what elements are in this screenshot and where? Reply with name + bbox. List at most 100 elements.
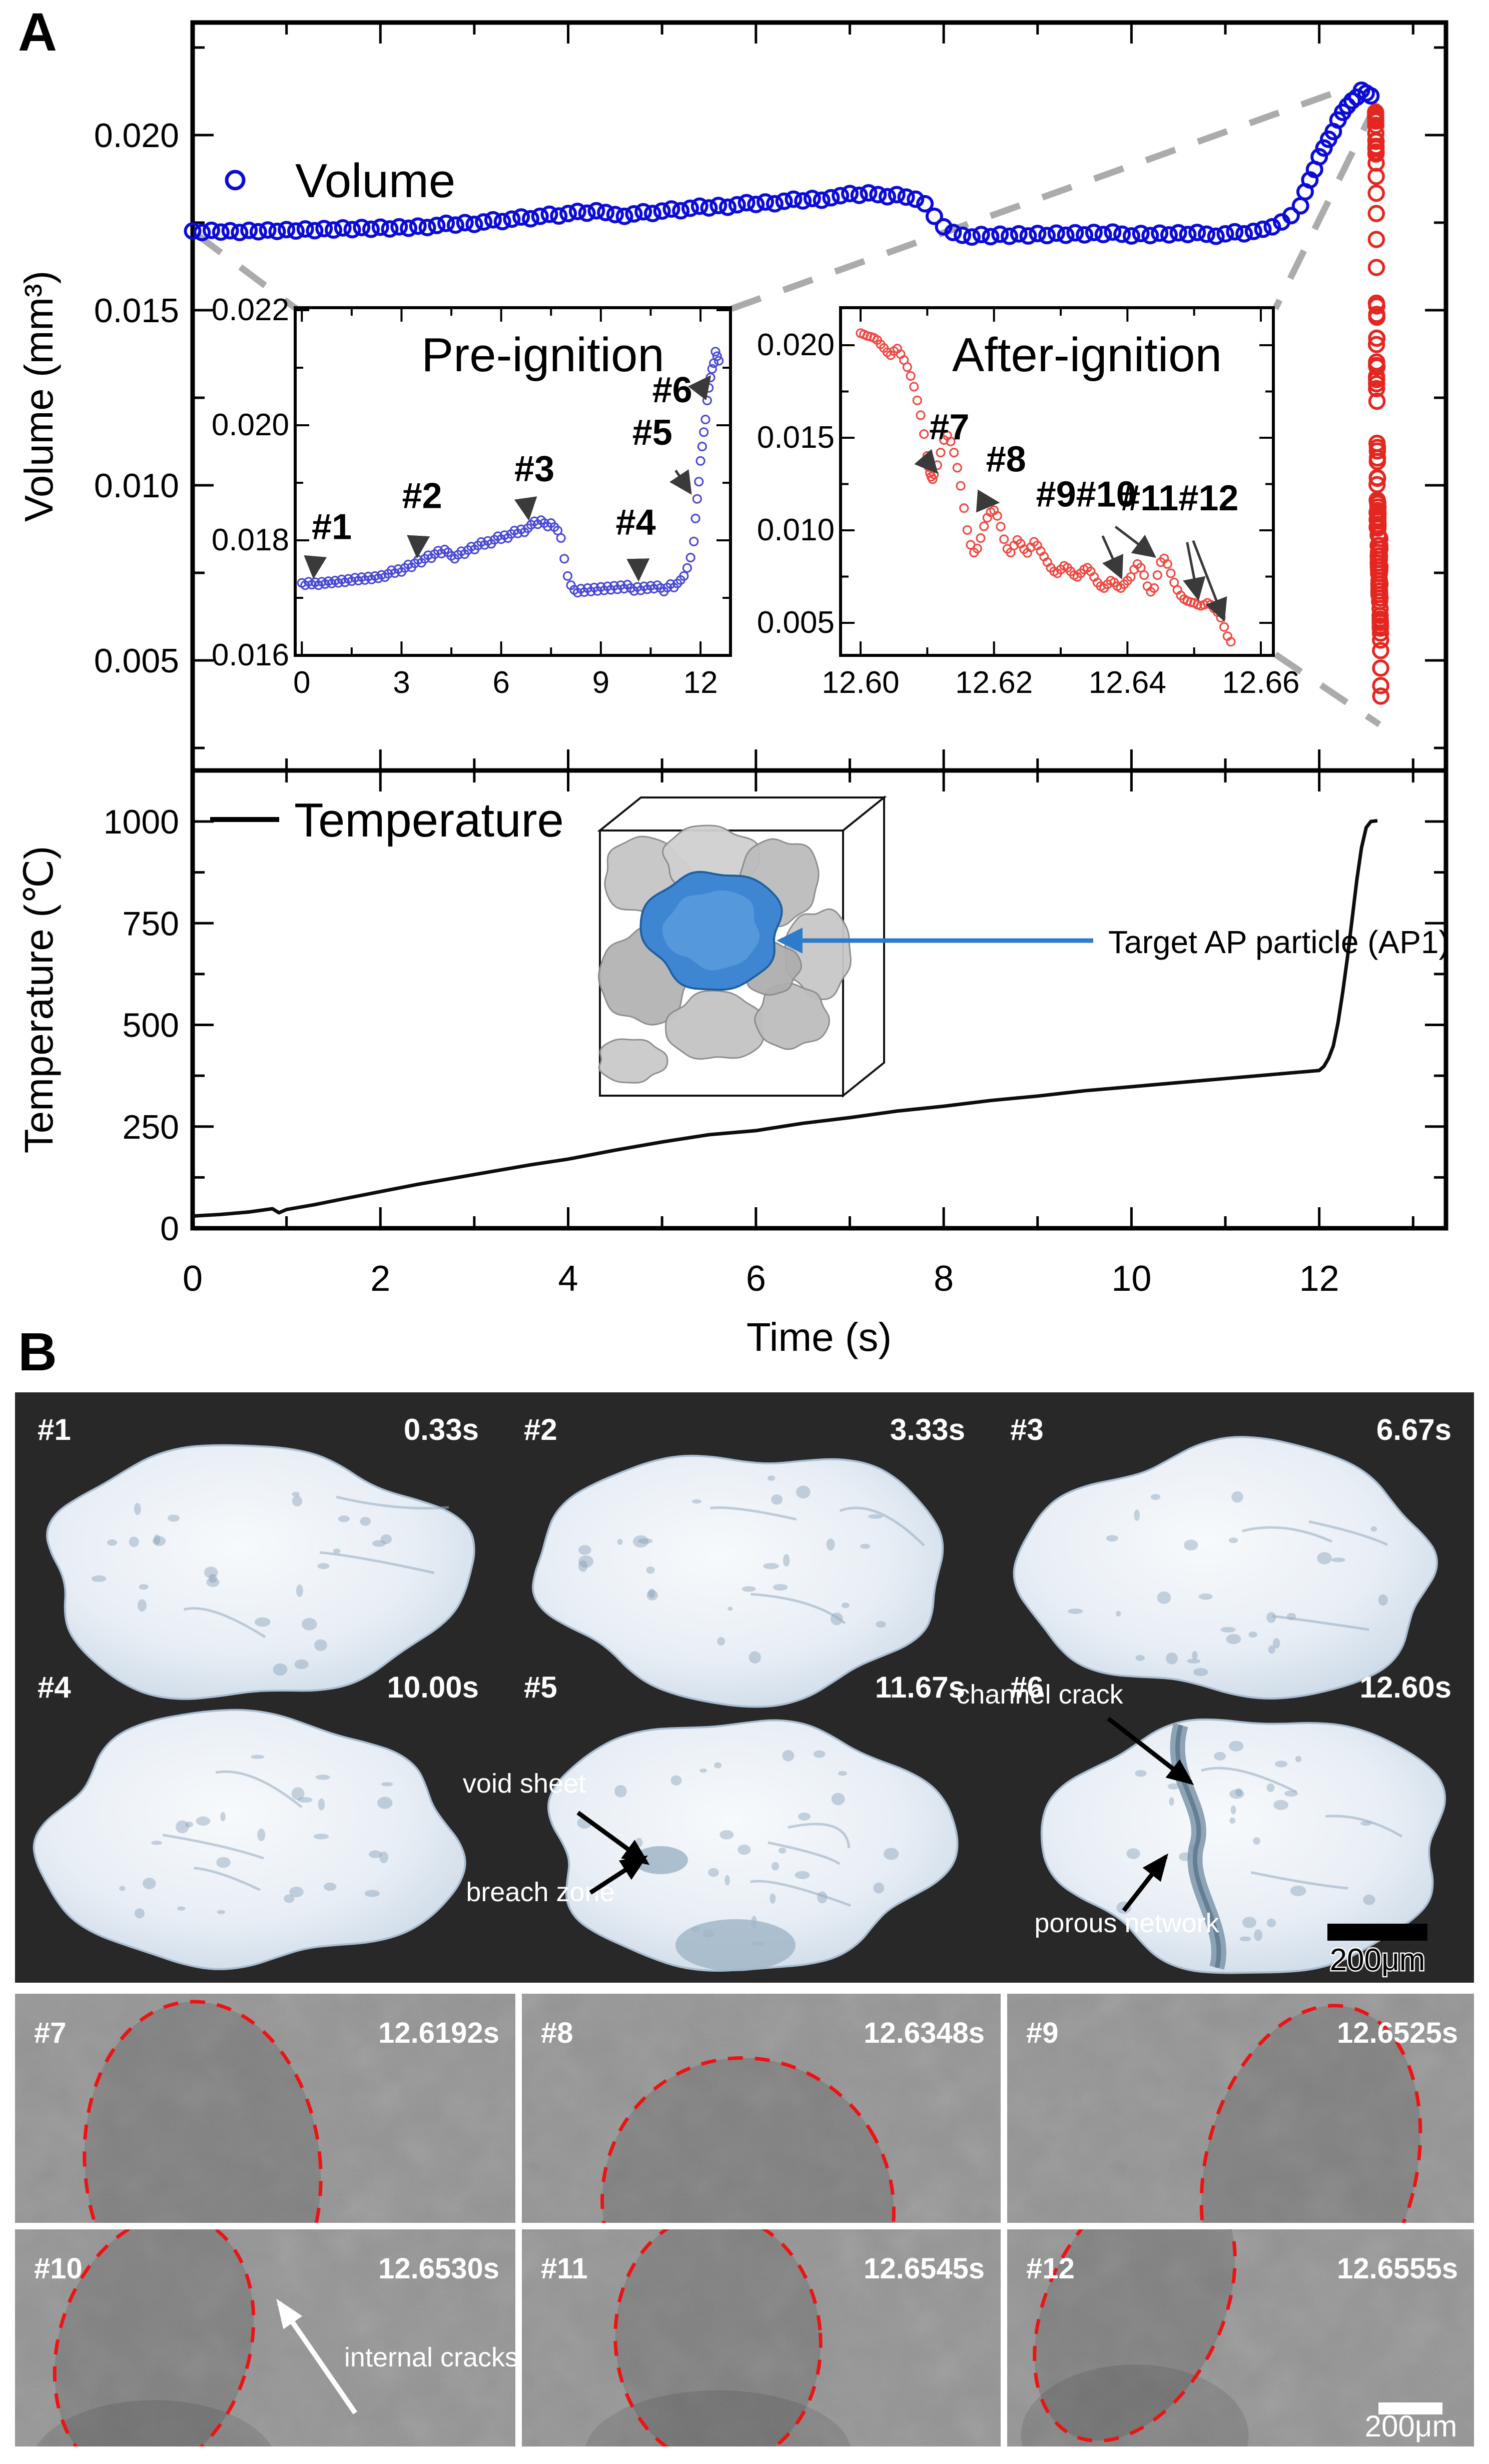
- pre-ignition-inset-point: [697, 441, 707, 452]
- pore-speckle: [1268, 1645, 1275, 1654]
- volume-point: [259, 221, 277, 239]
- after-ignition-inset-xtick-label: 12.66: [1222, 665, 1299, 700]
- volume-point: [512, 208, 530, 226]
- pore-speckle: [779, 1848, 787, 1854]
- volume-point: [240, 221, 258, 239]
- surface-crease: [839, 1506, 925, 1547]
- after-ignition-inset: 12.60 12.62 12.64 12.66 0.005 0.010 0.015 0.020…: [757, 306, 1300, 700]
- volume-point: [1047, 224, 1065, 242]
- pore-speckle: [196, 1816, 211, 1826]
- pore-speckle: [1378, 1594, 1388, 1606]
- pore-speckle: [251, 1755, 265, 1759]
- after-ignition-inset-point: [919, 429, 929, 439]
- volume-point: [982, 228, 1000, 246]
- volume-point: [879, 188, 896, 206]
- volume-ytick-label: 0.005: [94, 642, 179, 680]
- pore-speckle: [1235, 1788, 1243, 1797]
- volume-point: [278, 221, 296, 239]
- volume-point: [925, 207, 943, 225]
- volume-point: [709, 197, 727, 215]
- volume-point: [954, 226, 972, 244]
- volume-point: [306, 222, 324, 240]
- pore-speckle: [1266, 1783, 1275, 1792]
- post-volume-point: [1372, 642, 1389, 659]
- pore-speckle: [578, 1555, 594, 1568]
- volume-point: [719, 198, 736, 216]
- pore-speckle: [1254, 1929, 1263, 1941]
- tomo-grain: [1007, 1994, 1474, 2223]
- temp-ytick-label: 1000: [104, 803, 179, 841]
- volume-point: [662, 200, 680, 218]
- pore-speckle: [724, 1875, 730, 1886]
- volume-point: [615, 207, 633, 225]
- pore-speckle: [1290, 1885, 1306, 1897]
- pre-ignition-inset-point: [707, 364, 717, 374]
- pore-speckle: [1106, 1535, 1118, 1542]
- particle-region-shade: [1201, 2005, 1420, 2223]
- pore-speckle: [254, 1617, 271, 1627]
- pore-speckle: [1226, 1633, 1241, 1645]
- volume-point: [362, 220, 380, 238]
- legends: Volume Temperature: [210, 154, 564, 847]
- pore-speckle: [1273, 1800, 1288, 1810]
- ap-3d-inset: Target AP particle (AP1): [597, 795, 1449, 1098]
- volume-point: [428, 217, 446, 235]
- pore-speckle: [1273, 1638, 1280, 1649]
- pre-ignition-inset: 0 3 6 9 120.0160.0180.0200.022Pre-ignition#1…: [212, 293, 732, 700]
- pore-speckle: [741, 1586, 756, 1592]
- volume-point: [785, 190, 803, 208]
- volume-point: [268, 223, 286, 240]
- volume-point: [503, 210, 521, 228]
- volume-point: [653, 202, 671, 220]
- pore-speckle: [1135, 1655, 1145, 1661]
- volume-point: [1179, 226, 1197, 244]
- tomo-tile-10: #10 12.6530s: [15, 2229, 515, 2446]
- pore-speckle: [1126, 1848, 1140, 1859]
- volume-point: [972, 226, 990, 244]
- temperature-axis-title: Temperature (℃): [17, 846, 61, 1153]
- volume-point: [409, 217, 427, 235]
- pre-ignition-inset-xtick-label: 12: [683, 665, 718, 700]
- pore-speckle: [1253, 1837, 1260, 1845]
- pre-ignition-inset-annotation-label: #6: [652, 370, 692, 410]
- particle-region-shade: [55, 2229, 254, 2446]
- volume-point: [737, 194, 756, 212]
- pore-speckle: [129, 1536, 139, 1547]
- pore-speckle: [284, 1894, 295, 1903]
- tomo-tile-id: #9: [1026, 2017, 1059, 2049]
- pore-speckle: [176, 1820, 189, 1834]
- post-volume-point: [1368, 449, 1386, 467]
- pore-speckle: [767, 1475, 776, 1481]
- post-ignition-series: [1367, 104, 1389, 705]
- volume-point: [390, 218, 408, 236]
- volume-point: [1132, 225, 1150, 243]
- pore-speckle: [1192, 1651, 1198, 1660]
- pore-speckle: [360, 1517, 371, 1526]
- render-tile-id: #3: [1010, 1413, 1044, 1446]
- post-volume-point: [1367, 143, 1385, 161]
- pre-ignition-inset-ticks: [295, 308, 730, 656]
- pore-speckle: [119, 1886, 126, 1891]
- matrix-particle: [665, 990, 764, 1060]
- panel-b-label: B: [18, 1321, 57, 1382]
- tomo-tile-id: #7: [34, 2017, 67, 2049]
- dark-scalebar-label: 200μm: [1330, 1943, 1425, 1977]
- pore-speckle: [381, 1782, 393, 1787]
- pre-ignition-inset-annotation-label: #5: [632, 413, 672, 453]
- after-ignition-inset-point: [962, 525, 972, 535]
- surface-crease: [163, 1834, 264, 1860]
- pore-speckle: [297, 1797, 313, 1803]
- volume-point: [766, 195, 784, 213]
- volume-point: [907, 190, 925, 208]
- pore-speckle: [1187, 1659, 1201, 1664]
- volume-point: [1207, 227, 1225, 245]
- volume-point: [897, 188, 915, 206]
- volume-point: [334, 219, 352, 237]
- zoom-connector-lines: [194, 86, 1381, 727]
- pore-speckle: [1157, 1591, 1171, 1604]
- pore-speckle: [1169, 1797, 1174, 1806]
- after-ignition-inset-ytick-label: 0.005: [757, 605, 835, 640]
- pre-ignition-inset-ytick-label: 0.022: [212, 293, 289, 327]
- particle-outline-dashed: [53, 2229, 256, 2446]
- pore-speckle: [635, 1838, 643, 1848]
